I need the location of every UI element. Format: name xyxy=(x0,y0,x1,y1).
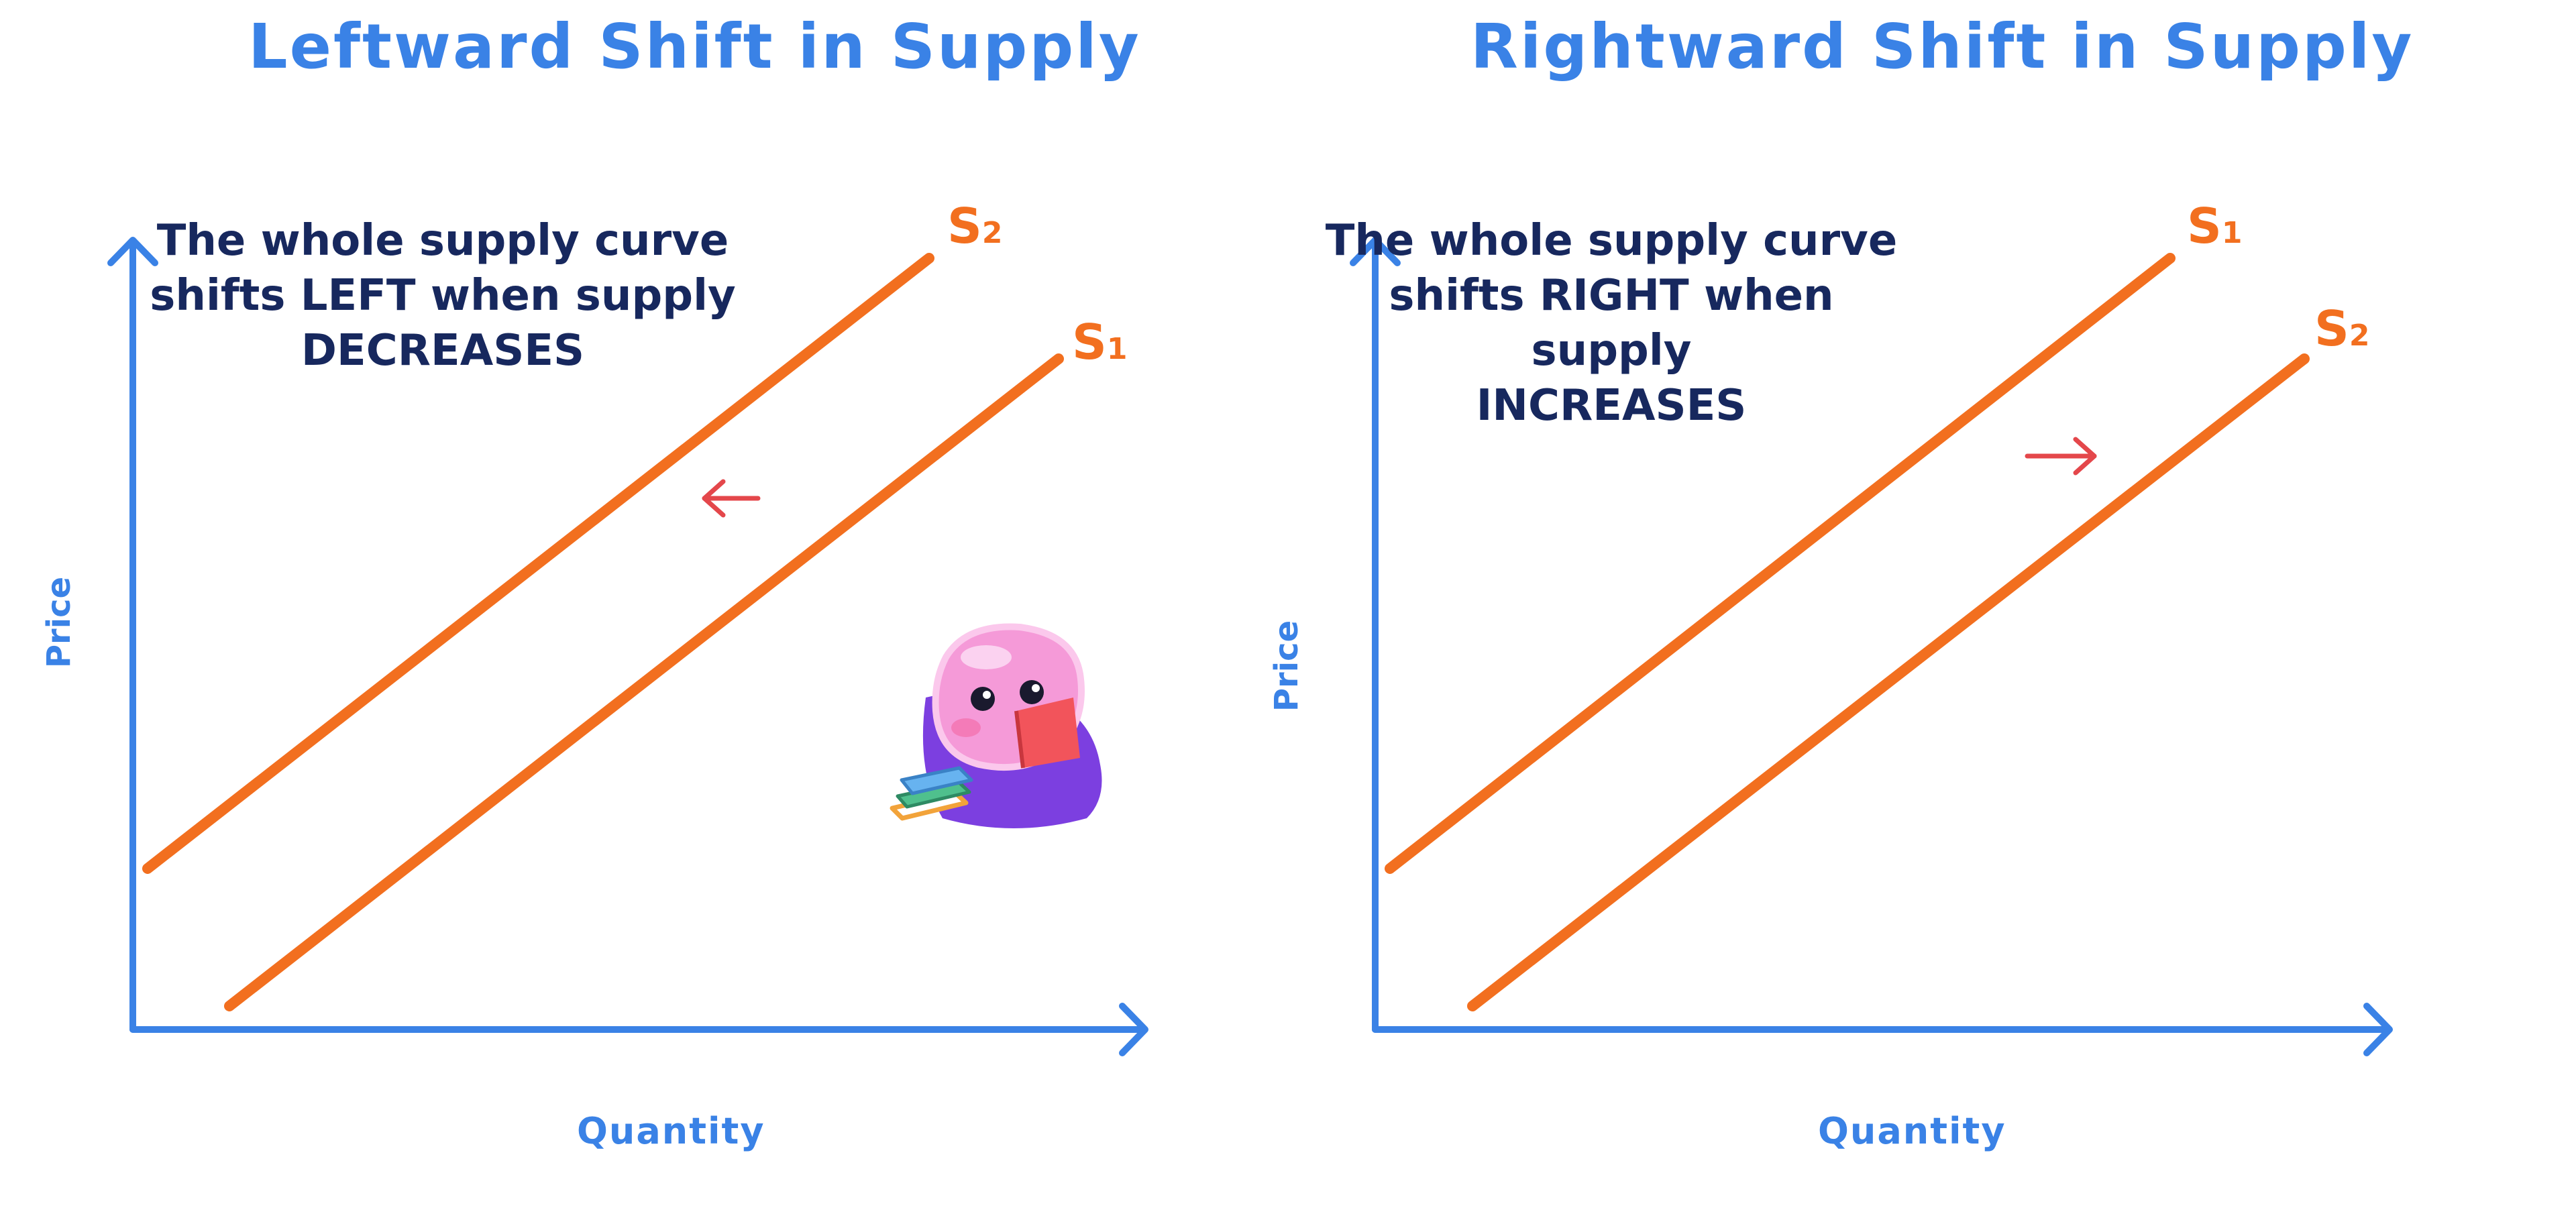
shift-left-arrow-icon xyxy=(702,479,761,518)
reading-pink-mascot-icon xyxy=(890,623,1102,828)
right-x-axis-label: Quantity xyxy=(1818,1110,2006,1152)
supply-curve-s2 xyxy=(1467,353,2310,1011)
x-axis-arrowhead xyxy=(2363,1003,2393,1056)
left-panel-note: The whole supply curve shifts LEFT when … xyxy=(141,213,745,378)
rightward-shift-panel: Rightward Shift in Supply S1 S2 The whol… xyxy=(1248,0,2496,1222)
leftward-shift-panel: Leftward Shift in Supply S2 S1 The whole… xyxy=(0,0,1248,1222)
y-axis-arrowhead xyxy=(107,237,158,266)
x-axis-arrowhead xyxy=(1119,1003,1148,1056)
supply-curve-s2 xyxy=(142,253,934,874)
curve-label-s1: S1 xyxy=(2187,198,2242,254)
right-supply-diagram: S1 S2 xyxy=(1350,198,2393,1056)
right-y-axis-label: Price xyxy=(1268,620,1306,712)
left-y-axis-label: Price xyxy=(40,576,78,669)
supply-curve-s1 xyxy=(1385,253,2176,874)
y-axis-arrowhead xyxy=(1350,237,1401,266)
note-line: The whole supply curve xyxy=(1325,216,1898,266)
left-panel-title: Leftward Shift in Supply xyxy=(248,11,1141,82)
right-panel-note: The whole supply curve shifts RIGHT when… xyxy=(1309,213,1913,433)
note-line: The whole supply curve xyxy=(156,216,729,266)
curve-label-s2: S2 xyxy=(947,198,1002,254)
note-line: shifts RIGHT when supply xyxy=(1389,271,1834,376)
supply-curve-s1 xyxy=(224,353,1064,1011)
right-panel-title: Rightward Shift in Supply xyxy=(1470,11,2414,82)
left-supply-diagram: S2 S1 xyxy=(107,198,1148,1056)
note-line: shifts LEFT when supply xyxy=(150,271,736,321)
shift-right-arrow-icon xyxy=(2025,437,2097,476)
curve-label-s1: S1 xyxy=(1072,314,1127,370)
left-x-axis-label: Quantity xyxy=(577,1110,765,1152)
curve-label-s2: S2 xyxy=(2314,300,2369,357)
note-line: INCREASES xyxy=(1476,381,1747,431)
note-line: DECREASES xyxy=(301,326,585,376)
